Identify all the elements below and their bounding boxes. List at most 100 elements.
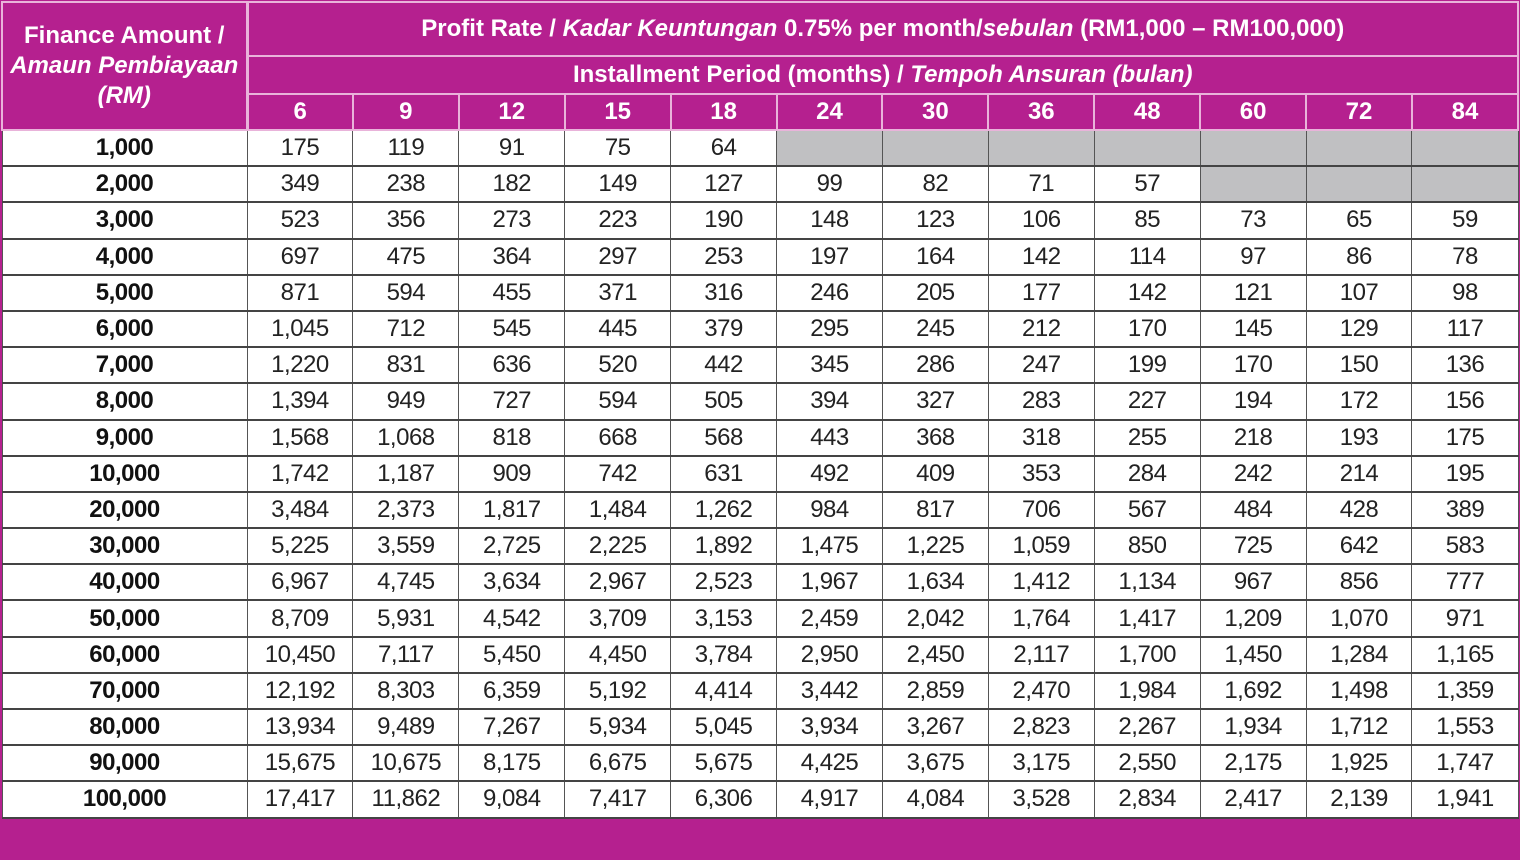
- installment-cell: 2,450: [881, 636, 989, 674]
- period-header-30: 30: [881, 93, 990, 131]
- installment-cell: 2,175: [1199, 744, 1307, 783]
- installment-cell: 712: [352, 310, 460, 349]
- installment-cell: 193: [1305, 418, 1413, 457]
- installment-cell: 242: [1199, 455, 1307, 493]
- installment-cell: 668: [564, 418, 672, 457]
- installment-cell: 2,859: [881, 672, 989, 711]
- installment-cell: 2,950: [776, 636, 883, 674]
- installment-cell: 247: [987, 346, 1095, 385]
- installment-cell: 3,784: [670, 636, 778, 674]
- installment-cell: 3,559: [352, 527, 460, 566]
- installment-cell: 238: [352, 165, 460, 204]
- installment-cell: 1,359: [1411, 672, 1519, 711]
- installment-cell: 1,225: [881, 527, 989, 566]
- installment-cell: 567: [1093, 491, 1201, 530]
- table-row: 7,000 1,220 831 636 520 442 345 286 247 199 170 150…: [1, 346, 1519, 385]
- installment-cell: 971: [1411, 599, 1519, 638]
- finance-amount-cell: 30,000: [1, 527, 248, 566]
- installment-cell: 1,692: [1199, 672, 1307, 711]
- installment-cell: 8,175: [458, 744, 566, 783]
- installment-cell: 1,941: [1411, 780, 1519, 819]
- installment-cell: 170: [1199, 346, 1307, 385]
- installment-cell: 15,675: [246, 744, 354, 783]
- amount-label-ms: Amaun Pembiayaan (RM): [10, 52, 239, 109]
- installment-cell: 107: [1305, 274, 1413, 312]
- installment-cell: 65: [1305, 201, 1413, 240]
- installment-cell: 2,042: [881, 599, 989, 638]
- installment-cell: 10,450: [246, 636, 354, 674]
- finance-amount-cell: 10,000: [1, 455, 248, 493]
- installment-cell: 227: [1093, 382, 1201, 421]
- installment-cell: 1,967: [776, 563, 883, 602]
- table-row: 3,000 523 356 273 223 190 148 123 106 85 73 65 59: [1, 201, 1519, 240]
- period-label-ms: Tempoh Ansuran (bulan): [910, 61, 1193, 88]
- installment-cell: 199: [1093, 346, 1201, 385]
- installment-cell: 286: [881, 346, 989, 385]
- installment-cell: 6,306: [670, 780, 778, 819]
- installment-cell: 984: [776, 491, 883, 530]
- table-row: 4,000 697 475 364 297 253 197 164 142 114 97 86 78: [1, 238, 1519, 276]
- installment-cell: 97: [1199, 238, 1307, 276]
- installment-cell: 175: [246, 129, 354, 168]
- installment-cell: 197: [776, 238, 883, 276]
- installment-cell: 59: [1411, 201, 1519, 240]
- profit-rate-value: 0.75% per month/: [777, 15, 983, 42]
- installment-cell: 119: [352, 129, 460, 168]
- installment-cell: 2,967: [564, 563, 672, 602]
- installment-cell: 1,498: [1305, 672, 1413, 711]
- installment-cell: 636: [458, 346, 566, 385]
- installment-table: Finance Amount / Amaun Pembiayaan (RM) P…: [1, 1, 1520, 819]
- installment-cell: 909: [458, 455, 566, 493]
- finance-amount-cell: 40,000: [1, 563, 248, 602]
- installment-cell: 817: [881, 491, 989, 530]
- installment-cell: 142: [1093, 274, 1201, 312]
- installment-cell: 164: [881, 238, 989, 276]
- unavailable-cell: [1199, 165, 1307, 204]
- installment-cell: 1,634: [881, 563, 989, 602]
- table-row: 100,000 17,417 11,862 9,084 7,417 6,306 4,917 4…: [1, 780, 1519, 819]
- installment-cell: 1,925: [1305, 744, 1413, 783]
- installment-cell: 353: [987, 455, 1095, 493]
- installment-cell: 195: [1411, 455, 1519, 493]
- installment-cell: 9,489: [352, 708, 460, 747]
- installment-cell: 4,425: [776, 744, 883, 783]
- installment-cell: 445: [564, 310, 672, 349]
- installment-cell: 1,712: [1305, 708, 1413, 747]
- installment-cell: 371: [564, 274, 672, 312]
- installment-cell: 182: [458, 165, 566, 204]
- amount-label-en: Finance Amount /: [24, 22, 225, 49]
- installment-cell: 117: [1411, 310, 1519, 349]
- installment-cell: 2,550: [1093, 744, 1201, 783]
- installment-cell: 170: [1093, 310, 1201, 349]
- installment-cell: 368: [881, 418, 989, 457]
- finance-amount-cell: 5,000: [1, 274, 248, 312]
- period-header-36: 36: [987, 93, 1096, 131]
- installment-cell: 409: [881, 455, 989, 493]
- installment-cell: 1,892: [670, 527, 778, 566]
- installment-cell: 273: [458, 201, 566, 240]
- installment-cell: 121: [1199, 274, 1307, 312]
- installment-cell: 172: [1305, 382, 1413, 421]
- installment-period-header: Installment Period (months) / Tempoh Ans…: [246, 55, 1519, 95]
- installment-cell: 8,303: [352, 672, 460, 711]
- table-row: 50,000 8,709 5,931 4,542 3,709 3,153 2,459 2,04…: [1, 599, 1519, 638]
- installment-cell: 3,934: [776, 708, 883, 747]
- installment-cell: 145: [1199, 310, 1307, 349]
- installment-cell: 364: [458, 238, 566, 276]
- installment-cell: 85: [1093, 201, 1201, 240]
- installment-cell: 3,528: [987, 780, 1095, 819]
- installment-cell: 379: [670, 310, 778, 349]
- installment-cell: 2,459: [776, 599, 883, 638]
- installment-cell: 1,747: [1411, 744, 1519, 783]
- installment-cell: 129: [1305, 310, 1413, 349]
- installment-cell: 78: [1411, 238, 1519, 276]
- installment-cell: 967: [1199, 563, 1307, 602]
- profit-rate-ms: Kadar Keuntungan: [562, 15, 778, 42]
- installment-cell: 318: [987, 418, 1095, 457]
- finance-amount-cell: 100,000: [1, 780, 248, 819]
- installment-cell: 106: [987, 201, 1095, 240]
- profit-rate-range: (RM1,000 – RM100,000): [1073, 15, 1345, 42]
- installment-cell: 316: [670, 274, 778, 312]
- installment-cell: 253: [670, 238, 778, 276]
- finance-amount-cell: 90,000: [1, 744, 248, 783]
